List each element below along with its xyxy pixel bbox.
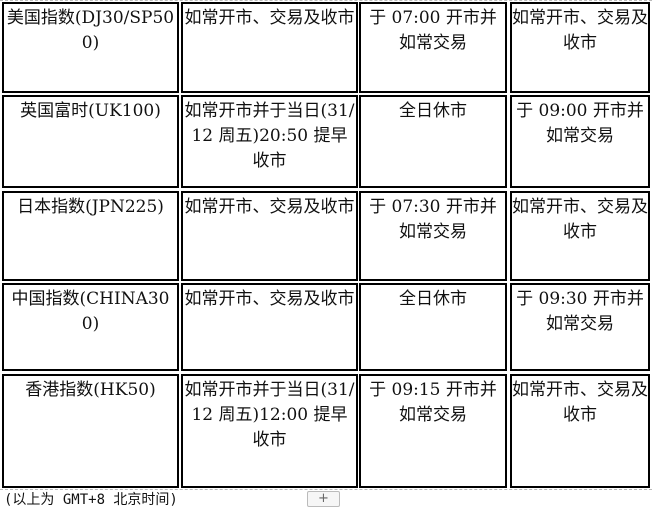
schedule-cell: 如常开市、交易及收市 [181, 283, 358, 371]
schedule-cell: 如常开市并于当日(31/12 周五)12:00 提早收市 [181, 374, 358, 488]
schedule-cell: 于 09:30 开市并如常交易 [510, 283, 650, 371]
bottom-divider [0, 489, 652, 490]
schedule-cell: 如常开市、交易及收市 [181, 191, 358, 281]
index-name-cell: 日本指数(JPN225) [2, 191, 179, 281]
schedule-cell: 于 07:00 开市并如常交易 [359, 2, 507, 93]
schedule-cell: 如常开市、交易及收市 [510, 191, 650, 281]
timezone-note: (以上为 GMT+8 北京时间) [4, 492, 178, 508]
schedule-cell: 如常开市、交易及收市 [181, 2, 358, 93]
index-name-cell: 香港指数(HK50) [2, 374, 179, 488]
schedule-cell: 如常开市、交易及收市 [510, 2, 650, 93]
schedule-cell: 于 09:15 开市并如常交易 [359, 374, 507, 488]
add-button[interactable]: + [307, 491, 340, 507]
index-name-cell: 英国富时(UK100) [2, 95, 179, 188]
schedule-cell: 于 07:30 开市并如常交易 [359, 191, 507, 281]
index-name-cell: 美国指数(DJ30/SP500) [2, 2, 179, 93]
index-name-cell: 中国指数(CHINA300) [2, 283, 179, 371]
schedule-cell: 于 09:00 开市并如常交易 [510, 95, 650, 188]
schedule-cell: 全日休市 [359, 283, 507, 371]
schedule-cell: 全日休市 [359, 95, 507, 188]
top-divider [0, 0, 652, 1]
schedule-cell: 如常开市、交易及收市 [510, 374, 650, 488]
schedule-cell: 如常开市并于当日(31/12 周五)20:50 提早收市 [181, 95, 358, 188]
